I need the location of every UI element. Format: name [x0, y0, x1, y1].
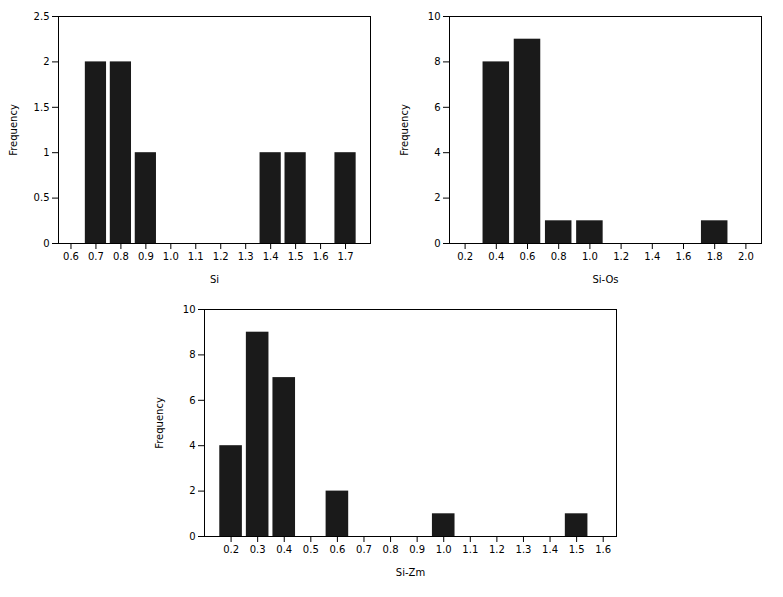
svg-text:2: 2 — [43, 56, 49, 67]
svg-text:1.0: 1.0 — [582, 251, 598, 262]
svg-text:1.3: 1.3 — [515, 544, 531, 555]
svg-text:10: 10 — [428, 11, 441, 22]
svg-text:2.5: 2.5 — [33, 11, 49, 22]
svg-text:0.8: 0.8 — [113, 251, 129, 262]
svg-text:Frequency: Frequency — [153, 397, 164, 449]
svg-text:1.4: 1.4 — [645, 251, 661, 262]
svg-text:1: 1 — [43, 147, 49, 158]
svg-text:0.9: 0.9 — [138, 251, 154, 262]
svg-text:1.0: 1.0 — [163, 251, 179, 262]
svg-text:0.7: 0.7 — [356, 544, 372, 555]
svg-text:1.6: 1.6 — [312, 251, 328, 262]
svg-text:1.6: 1.6 — [676, 251, 692, 262]
svg-text:Frequency: Frequency — [7, 104, 18, 156]
svg-text:4: 4 — [189, 440, 195, 451]
svg-text:1.4: 1.4 — [262, 251, 278, 262]
svg-text:1.2: 1.2 — [488, 544, 504, 555]
svg-text:10: 10 — [182, 304, 195, 315]
svg-text:0.8: 0.8 — [382, 544, 398, 555]
svg-text:4: 4 — [434, 147, 440, 158]
svg-text:0.7: 0.7 — [88, 251, 104, 262]
svg-text:1.1: 1.1 — [188, 251, 204, 262]
svg-text:0.6: 0.6 — [63, 251, 79, 262]
svg-text:Si-Os: Si-Os — [593, 274, 619, 285]
svg-text:8: 8 — [434, 56, 440, 67]
svg-text:0.9: 0.9 — [409, 544, 425, 555]
svg-text:1.2: 1.2 — [213, 251, 229, 262]
svg-text:0: 0 — [43, 238, 49, 249]
svg-text:0.6: 0.6 — [329, 544, 345, 555]
svg-text:6: 6 — [189, 395, 195, 406]
svg-text:0.2: 0.2 — [223, 544, 239, 555]
svg-text:0: 0 — [189, 531, 195, 542]
svg-text:0.3: 0.3 — [249, 544, 265, 555]
svg-text:1.5: 1.5 — [33, 102, 49, 113]
svg-text:0.5: 0.5 — [302, 544, 318, 555]
svg-text:0.2: 0.2 — [457, 251, 473, 262]
svg-text:1.2: 1.2 — [613, 251, 629, 262]
svg-text:0.5: 0.5 — [33, 192, 49, 203]
svg-text:0.8: 0.8 — [551, 251, 567, 262]
svg-text:1.8: 1.8 — [707, 251, 723, 262]
svg-text:0.4: 0.4 — [489, 251, 505, 262]
svg-text:1.5: 1.5 — [287, 251, 303, 262]
svg-text:8: 8 — [189, 349, 195, 360]
svg-text:1.7: 1.7 — [337, 251, 353, 262]
svg-text:0.6: 0.6 — [520, 251, 536, 262]
svg-text:Si: Si — [210, 274, 219, 285]
svg-text:1.3: 1.3 — [237, 251, 253, 262]
svg-text:2.0: 2.0 — [738, 251, 754, 262]
svg-text:0.4: 0.4 — [276, 544, 292, 555]
svg-text:1.1: 1.1 — [462, 544, 478, 555]
svg-text:6: 6 — [434, 102, 440, 113]
svg-text:2: 2 — [189, 485, 195, 496]
svg-text:1.6: 1.6 — [595, 544, 611, 555]
svg-text:Si-Zm: Si-Zm — [395, 567, 424, 578]
svg-text:1.4: 1.4 — [542, 544, 558, 555]
svg-text:2: 2 — [434, 192, 440, 203]
svg-text:Frequency: Frequency — [399, 104, 410, 156]
svg-text:0: 0 — [434, 238, 440, 249]
svg-text:1.5: 1.5 — [568, 544, 584, 555]
svg-text:1.0: 1.0 — [435, 544, 451, 555]
